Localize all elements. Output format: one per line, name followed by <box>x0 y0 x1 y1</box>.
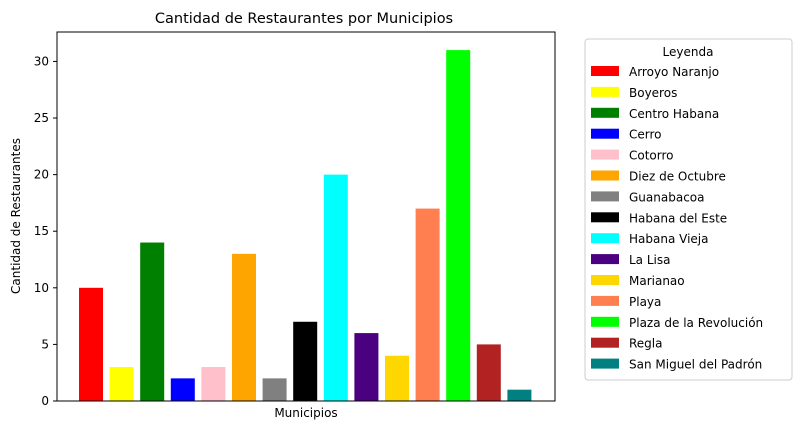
legend-label: Centro Habana <box>629 107 719 121</box>
legend-swatch <box>591 337 619 348</box>
legend-title: Leyenda <box>663 45 714 59</box>
bar-arroyo-naranjo <box>79 287 103 401</box>
legend-frame <box>584 38 793 381</box>
legend-label: Boyeros <box>629 86 677 100</box>
bar-boyeros <box>109 367 134 401</box>
legend-label: Diez de Octubre <box>629 170 726 184</box>
bar-diez-de-octubre <box>232 253 256 401</box>
legend-swatch <box>591 358 619 369</box>
legend-label: Plaza de la Revolución <box>629 316 763 330</box>
legend-swatch <box>591 254 619 265</box>
legend-swatch <box>591 191 619 202</box>
legend-swatch <box>591 107 619 118</box>
chart-title: Cantidad de Restaurantes por Municipios <box>155 11 453 27</box>
legend-label: Cerro <box>629 128 662 142</box>
legend-swatch <box>591 149 619 160</box>
legend-label: La Lisa <box>629 253 670 267</box>
bar-regla <box>476 344 501 401</box>
bar-marianao <box>385 355 409 401</box>
y-axis: 0 5 10 15 20 25 30 <box>34 54 57 408</box>
y-tick-label: 30 <box>34 54 49 68</box>
legend-swatch <box>591 275 619 285</box>
bar-san-miguel-del-padr-n <box>507 389 532 401</box>
legend-swatch <box>591 128 619 139</box>
legend-swatch <box>591 86 619 97</box>
legend-label: Marianao <box>629 274 685 288</box>
legend-swatch <box>591 66 619 76</box>
legend-swatch <box>591 233 619 244</box>
legend-label: Habana Vieja <box>629 232 708 246</box>
y-tick-label: 20 <box>34 168 49 182</box>
legend-label: Regla <box>629 337 663 351</box>
y-tick-label: 5 <box>41 337 49 351</box>
bar-plaza-de-la-revoluci-n <box>446 50 471 402</box>
y-tick-label: 25 <box>34 111 49 125</box>
x-axis-label: Municipios <box>274 406 337 420</box>
legend-label: San Miguel del Padrón <box>629 358 762 372</box>
legend: Leyenda Arroyo Naranjo Boyeros Centro Haba… <box>584 38 793 381</box>
bar-cotorro <box>201 367 226 401</box>
bar-habana-vieja <box>323 174 348 401</box>
bar-cerro <box>170 378 195 401</box>
legend-label: Arroyo Naranjo <box>629 65 719 79</box>
legend-label: Habana del Este <box>629 211 727 225</box>
y-tick-label: 0 <box>41 394 49 408</box>
bar-habana-del-este <box>293 321 318 401</box>
plot-frame <box>56 31 556 402</box>
legend-swatch <box>591 295 619 306</box>
bars-group <box>79 50 532 402</box>
legend-swatch <box>591 316 619 327</box>
legend-swatch <box>591 212 619 223</box>
y-axis-label: Cantidad de Restaurantes <box>9 138 23 294</box>
y-tick-label: 15 <box>34 224 49 238</box>
legend-label: Guanabacoa <box>629 190 704 204</box>
bar-centro-habana <box>140 242 165 401</box>
y-tick-label: 10 <box>34 281 49 295</box>
legend-swatch <box>591 170 619 181</box>
bar-la-lisa <box>354 333 379 401</box>
legend-items: Arroyo Naranjo Boyeros Centro Habana Cerro C… <box>591 65 763 372</box>
bar-guanabacoa <box>262 378 287 401</box>
legend-label: Playa <box>629 295 661 309</box>
bar-playa <box>415 208 440 401</box>
legend-label: Cotorro <box>629 149 674 163</box>
